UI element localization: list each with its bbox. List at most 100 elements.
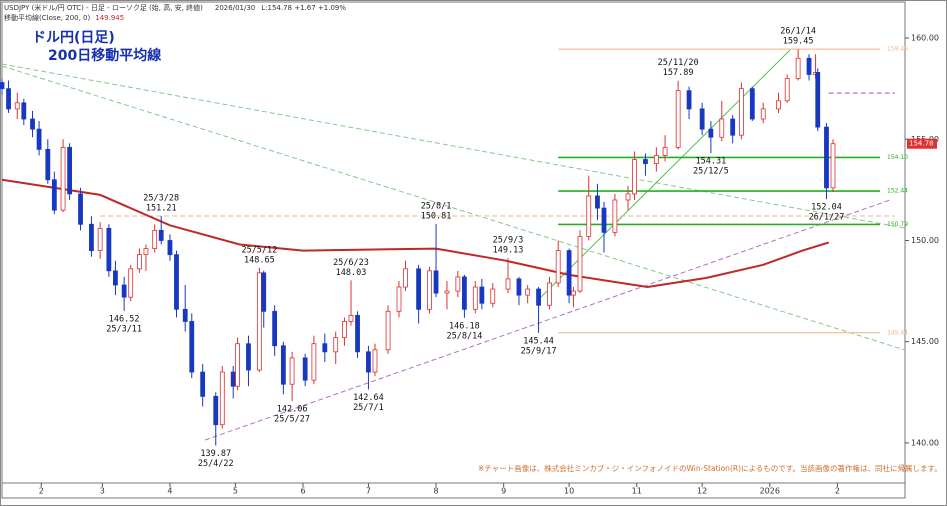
candle-body [189, 321, 195, 373]
candle-body [403, 268, 408, 288]
last-price-box [907, 138, 937, 149]
candle-body [776, 100, 781, 110]
x-tick-label: 9 [501, 487, 506, 496]
candle-body [128, 268, 134, 298]
candle-body [261, 272, 267, 312]
annotation-price: 145.44 [523, 336, 554, 346]
candle-body [355, 314, 360, 353]
candle-body [219, 371, 225, 426]
annotation-price: 146.52 [109, 314, 140, 324]
candle-body [643, 159, 648, 164]
candle-body [625, 193, 631, 201]
candle-body [612, 199, 618, 233]
level-label: 145.44 [887, 329, 908, 336]
candle-body [675, 90, 681, 148]
candle-body [289, 357, 295, 385]
ma-header: 移動平均線(Close, 200, 0) 149.945 [4, 13, 124, 22]
annotation-price: 149.13 [493, 246, 524, 256]
x-tick-label: 7 [366, 487, 371, 496]
candle-body [174, 254, 179, 310]
candle-body [479, 286, 485, 304]
candle-body [78, 193, 83, 225]
candle-body [566, 250, 572, 296]
annotation-price: 139.87 [200, 449, 231, 459]
header-quote: L:154.78 +1.67 +1.09% [261, 4, 346, 12]
annotation-date: 25/4/22 [198, 459, 234, 469]
candle-body [586, 195, 592, 237]
candle-body [505, 278, 511, 290]
candle-body [730, 118, 736, 136]
y-tick-label: 140.00 [911, 438, 939, 447]
candle-body [385, 310, 391, 351]
level-label: 154.10 [887, 154, 908, 161]
ma-last: 149.945 [95, 14, 124, 22]
candle-body [462, 276, 467, 310]
candle-body [784, 78, 790, 102]
candle-body [632, 159, 637, 195]
candle-body [36, 128, 42, 150]
candle-body [444, 290, 450, 294]
candle-body [806, 57, 812, 75]
candle-body [311, 343, 317, 381]
x-axis-band [1, 482, 906, 499]
annotation-price: 159.45 [783, 37, 814, 47]
y-tick-label: 160.00 [911, 34, 939, 43]
footnote: ※チャート画像は、株式会社ミンカブ・ジ・インフォノイドのWin-Station(… [478, 463, 942, 473]
level-label: 150.79 [887, 221, 908, 228]
annotation-date: 25/9/17 [521, 346, 557, 356]
last-price-label: 154.78 [909, 140, 934, 148]
y-tick-label: 150.00 [911, 236, 939, 245]
x-tick-label: 5 [233, 487, 238, 496]
candle-body [372, 349, 378, 373]
annotation-date: 25/7/1 [353, 403, 384, 413]
annotation-price: 142.06 [277, 405, 308, 415]
x-tick-label: 12 [697, 487, 707, 496]
candle-body [152, 229, 158, 249]
trend-line [1, 63, 906, 229]
annotation-date: 25/3/28 [143, 193, 179, 203]
candle-body [815, 72, 821, 128]
annotation-date: 25/3/11 [106, 324, 142, 334]
candle-body [256, 272, 262, 371]
candle-body [137, 254, 142, 270]
header: USDJPY (米ドル/円 OTC) - 日足 - ローソク足 (始, 高, 安… [4, 3, 346, 12]
x-tick-label: 8 [434, 487, 439, 496]
candle-body [121, 284, 127, 298]
candle-body [143, 248, 149, 256]
candle-body [601, 207, 607, 233]
candle-body [167, 240, 173, 256]
candle-body [662, 146, 668, 156]
candle-body [472, 286, 478, 310]
candle-body [760, 108, 766, 120]
candle-body [235, 343, 240, 387]
candle-body [739, 88, 744, 136]
ma-label: 移動平均線(Close, 200, 0) [4, 13, 91, 22]
annotation-date: 25/12/5 [693, 167, 729, 177]
candle-body [342, 321, 347, 339]
candle-body [60, 146, 66, 211]
candle-body [427, 270, 432, 310]
candle-body [246, 343, 251, 371]
candle-body [699, 108, 705, 130]
annotation-price: 154.31 [696, 157, 727, 167]
annotation-date: 25/5/27 [274, 415, 310, 425]
candle-body [113, 270, 118, 286]
annotation-price: 150.81 [421, 212, 452, 222]
annotation-price: 151.21 [146, 203, 177, 213]
candle-body [272, 310, 278, 347]
candle-body [366, 351, 371, 373]
x-tick-label: 2026 [760, 487, 780, 496]
candle-body [182, 308, 188, 322]
candle-body [708, 128, 714, 138]
candle-body [322, 343, 328, 353]
candle-body [547, 282, 552, 306]
candle-body [416, 268, 422, 310]
candle-body [719, 118, 725, 138]
x-tick-label: 2 [835, 487, 840, 496]
level-label: 159.45 [887, 46, 908, 53]
candle-body [30, 118, 35, 130]
x-tick-label: 2 [39, 487, 44, 496]
